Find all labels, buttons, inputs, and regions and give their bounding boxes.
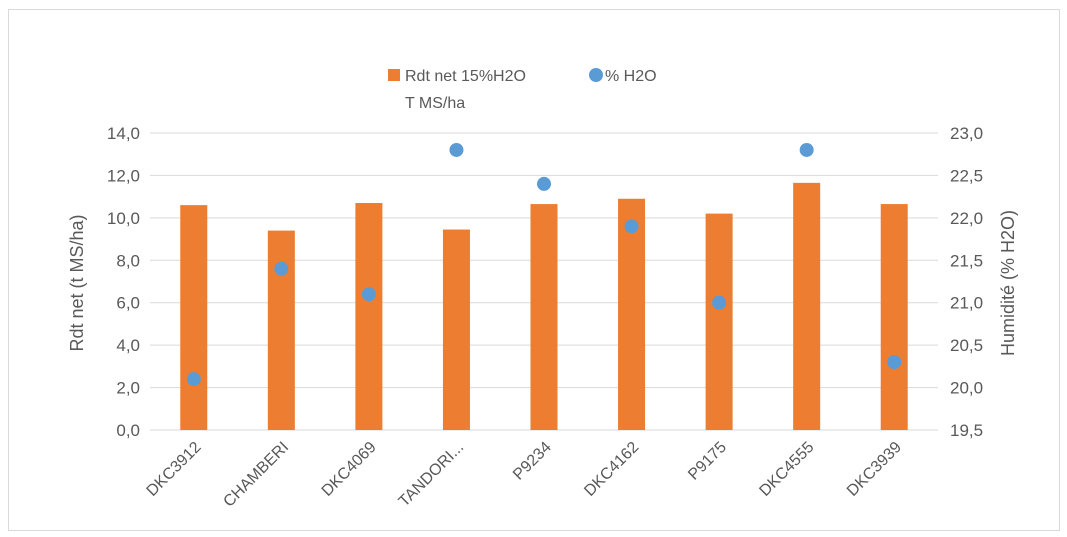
legend-swatch-bar — [388, 69, 400, 81]
bar — [793, 183, 820, 430]
right-axis-ticks: 19,5 20,0 20,5 21,0 21,5 22,0 22,5 23,0 — [950, 124, 983, 440]
y2-axis-label: Humidité (% H2O) — [998, 210, 1018, 356]
y2-tick-label: 22,5 — [950, 166, 983, 185]
x-tick-label: DKC3939 — [844, 439, 905, 500]
y-axis-label: Rdt net (t MS/ha) — [67, 214, 87, 351]
legend-label-bar-line1: Rdt net 15%H2O — [405, 68, 526, 85]
y-tick-label: 12,0 — [107, 166, 140, 185]
legend-label-point: % H2O — [605, 68, 657, 85]
y-tick-label: 10,0 — [107, 209, 140, 228]
y-tick-label: 14,0 — [107, 124, 140, 143]
legend: Rdt net 15%H2O T MS/ha % H2O — [388, 68, 657, 112]
point — [449, 143, 463, 157]
y-tick-label: 8,0 — [116, 251, 140, 270]
bar — [443, 230, 470, 430]
point — [537, 177, 551, 191]
x-tick-label: DKC3912 — [144, 439, 205, 500]
y2-tick-label: 22,0 — [950, 209, 983, 228]
y2-tick-label: 21,0 — [950, 294, 983, 313]
y-tick-label: 4,0 — [116, 336, 140, 355]
x-tick-label: TANDORI... — [396, 439, 468, 511]
bar — [618, 199, 645, 430]
point — [274, 262, 288, 276]
bar — [531, 204, 558, 430]
legend-swatch-point — [589, 68, 603, 82]
left-axis-ticks: 0,0 2,0 4,0 6,0 8,0 10,0 12,0 14,0 — [107, 124, 140, 440]
bar — [706, 214, 733, 430]
legend-label-bar-line2: T MS/ha — [405, 95, 465, 112]
bar — [881, 204, 908, 430]
y-tick-label: 2,0 — [116, 379, 140, 398]
y2-tick-label: 19,5 — [950, 421, 983, 440]
x-axis-ticks: DKC3912 CHAMBERI DKC4069 TANDORI... P9234 DKC… — [144, 439, 906, 511]
point — [187, 372, 201, 386]
y-tick-label: 0,0 — [116, 421, 140, 440]
x-tick-label: P9175 — [685, 439, 730, 484]
point — [362, 287, 376, 301]
point — [625, 219, 639, 233]
x-tick-label: P9234 — [510, 439, 555, 484]
y-tick-label: 6,0 — [116, 294, 140, 313]
y2-tick-label: 20,0 — [950, 379, 983, 398]
y2-tick-label: 20,5 — [950, 336, 983, 355]
bar — [355, 203, 382, 430]
x-tick-label: DKC4162 — [581, 439, 642, 500]
y2-tick-label: 21,5 — [950, 251, 983, 270]
x-tick-label: CHAMBERI — [220, 439, 292, 511]
point — [800, 143, 814, 157]
bar — [268, 231, 295, 430]
point — [887, 355, 901, 369]
bar — [180, 205, 207, 430]
x-tick-label: DKC4555 — [756, 439, 817, 500]
point — [712, 296, 726, 310]
bar-series — [180, 183, 907, 430]
y2-tick-label: 23,0 — [950, 124, 983, 143]
x-tick-label: DKC4069 — [319, 439, 380, 500]
